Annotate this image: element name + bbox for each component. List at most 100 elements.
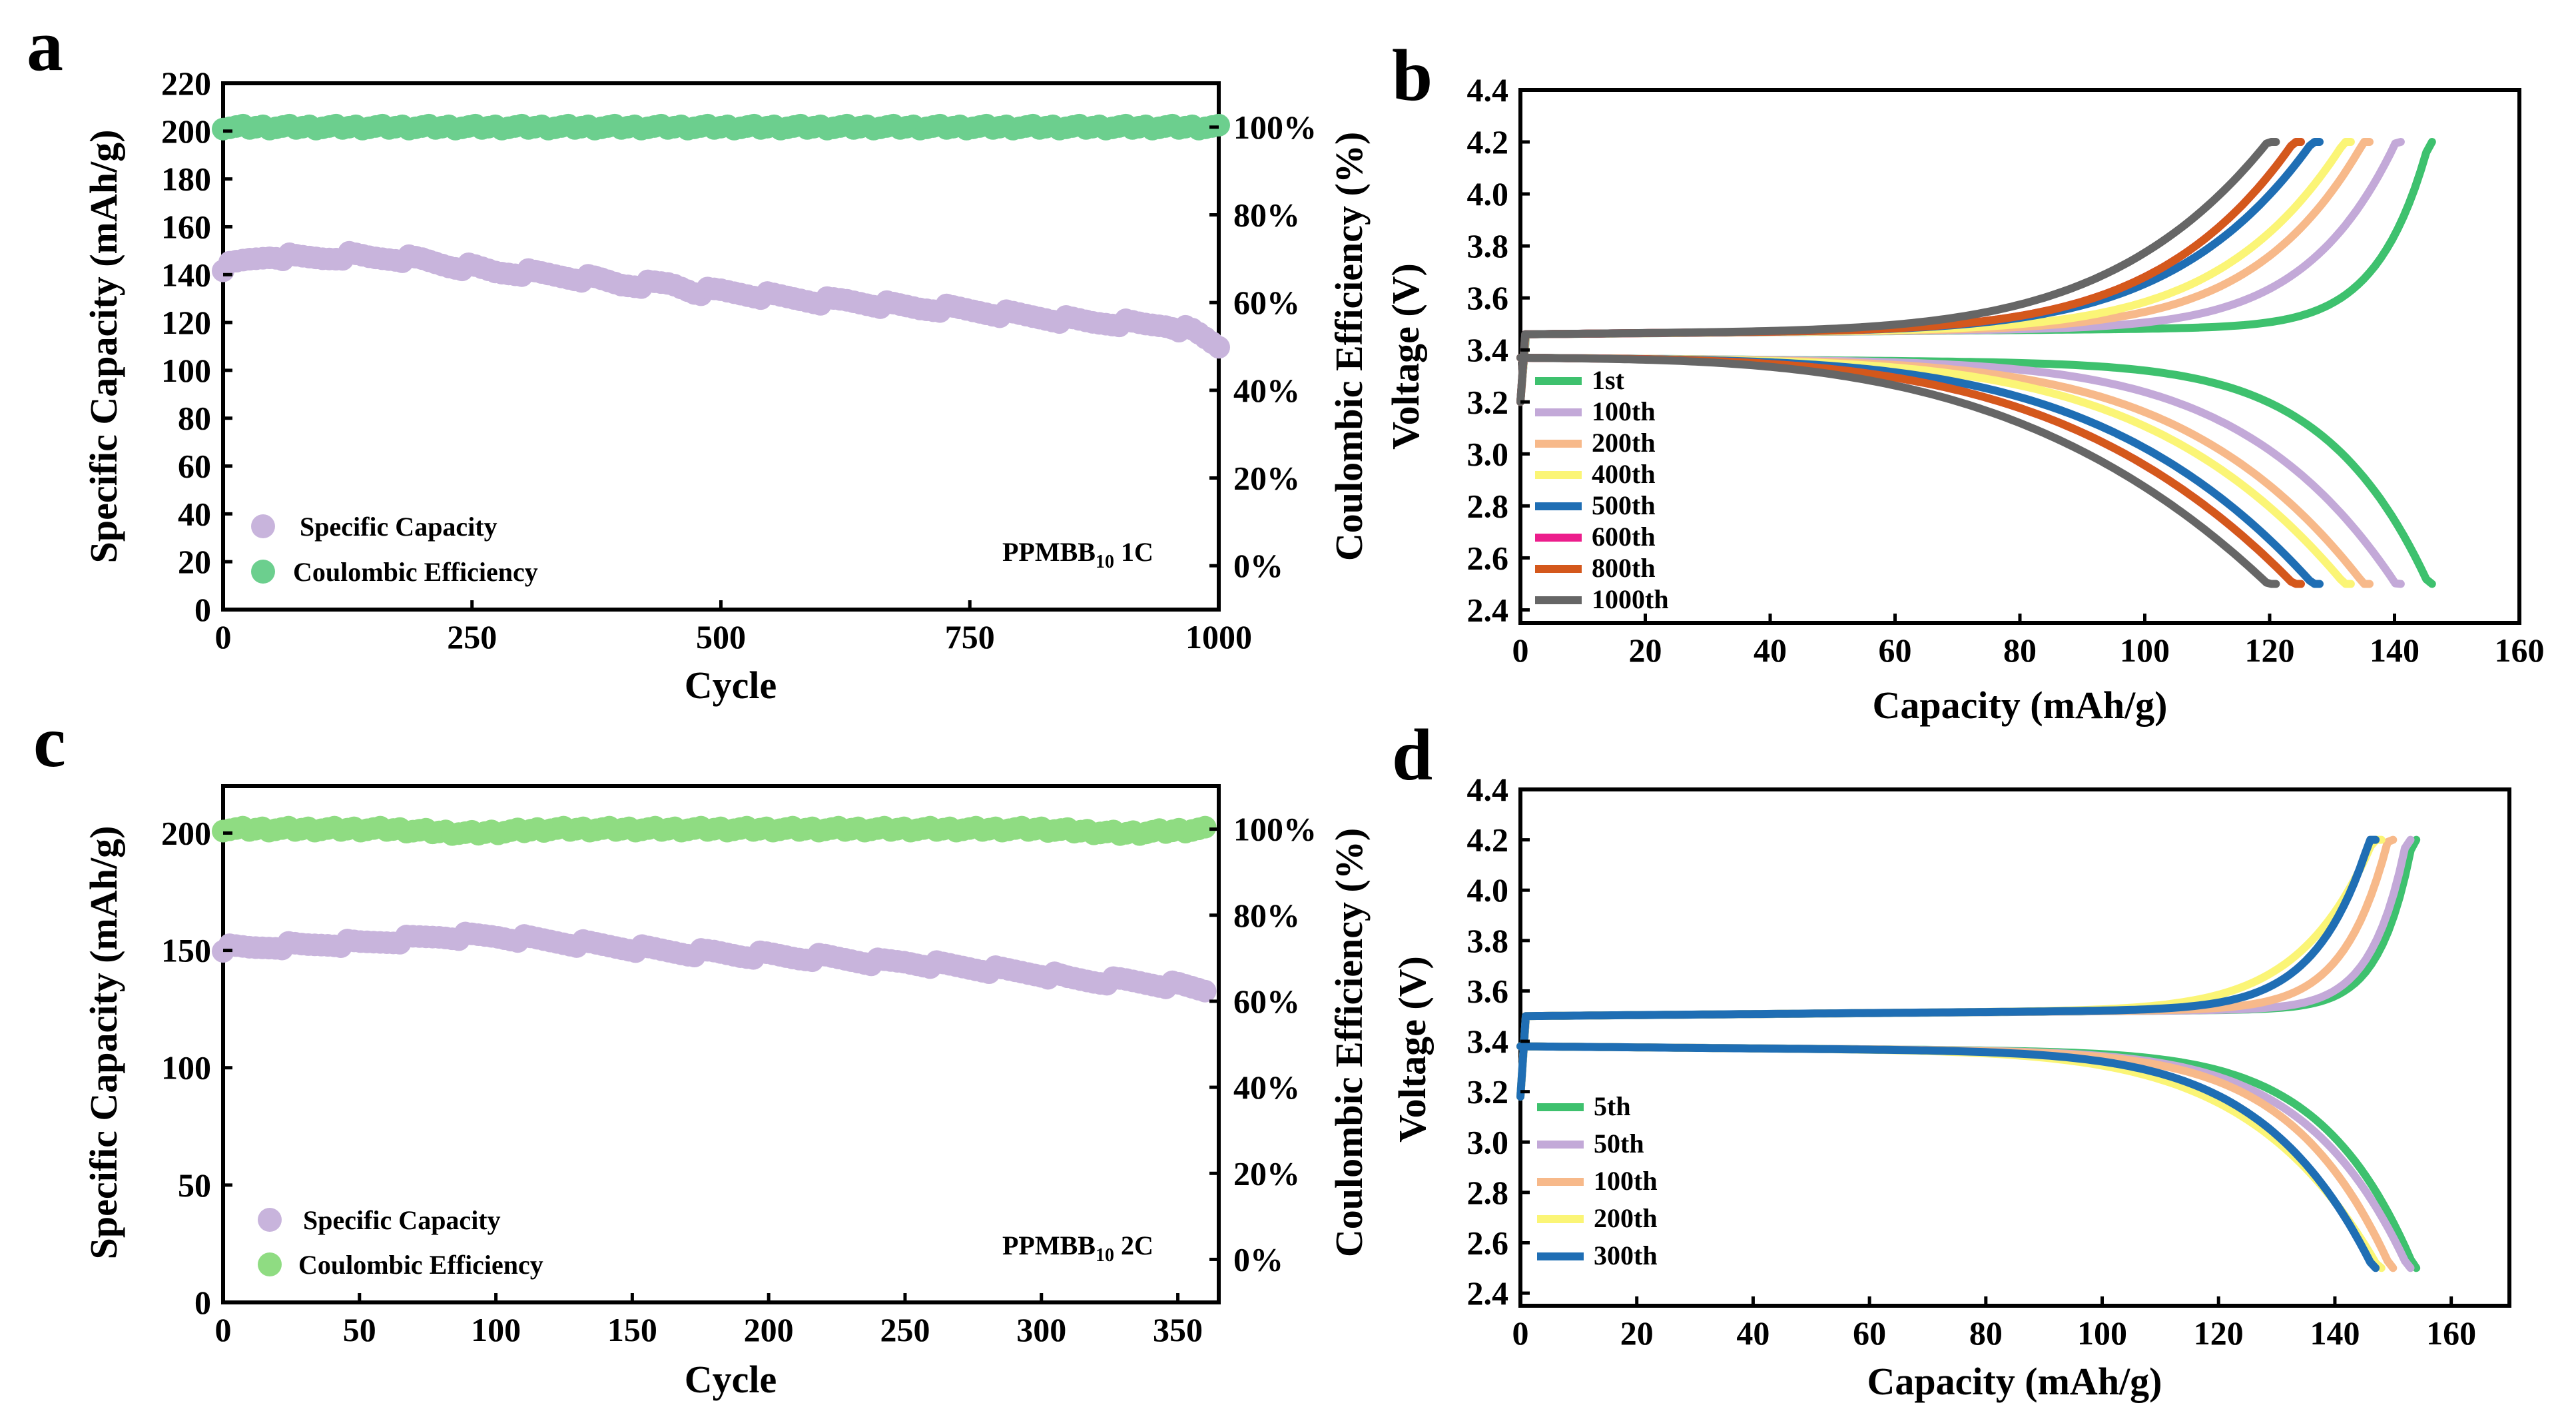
y-tick-label: 120 <box>161 304 211 341</box>
x-tick-label: 200 <box>744 1311 794 1348</box>
x-tick-label: 160 <box>2426 1314 2476 1352</box>
y-tick-label: 220 <box>161 65 211 102</box>
y2-tick-label: 100% <box>1233 811 1317 848</box>
panel-c-capacity-points <box>212 921 1217 1003</box>
y-tick-label: 2.6 <box>1467 539 1509 576</box>
y-tick-label: 2.4 <box>1467 591 1509 628</box>
panel-a-ticks: 0 250 500 750 1000 0 20 40 60 80 100 120 140 160 180 20… <box>161 65 1317 656</box>
x-tick-label: 250 <box>880 1311 930 1348</box>
panel-a-y2-axis-title: Coulombic Efficiency (%) <box>1327 132 1371 561</box>
x-tick-label: 50 <box>343 1311 376 1348</box>
panel-letter-a: a <box>27 5 63 86</box>
legend-label: 100th <box>1594 1166 1658 1196</box>
legend-label: 800th <box>1592 553 1656 583</box>
charge-curve <box>1516 138 2280 406</box>
annotation-rate: 2C <box>1114 1230 1153 1260</box>
x-tick-label: 0 <box>215 618 232 656</box>
x-tick-label: 120 <box>2245 632 2295 669</box>
x-tick-label: 80 <box>2003 632 2037 669</box>
discharge-curve <box>1516 1042 2380 1272</box>
panel-d-chart: 0 20 40 60 80 100 120 140 160 2.4 2.6 2.8 3.0 3.2 3.4 3… <box>1391 771 2511 1403</box>
panel-b-ticks: 0 20 40 60 80 100 120 140 160 2.4 2.6 2.8 3.0 3.2 3.4 3… <box>1467 71 2545 669</box>
panel-d-ticks: 0 20 40 60 80 100 120 140 160 2.4 2.6 2.8 3.0 3.2 3.4 3… <box>1467 771 2477 1352</box>
y2-tick-label: 60% <box>1233 284 1300 321</box>
panel-a-legend: Specific Capacity Coulombic Efficiency <box>251 512 538 587</box>
y-tick-label: 3.0 <box>1467 1123 1509 1161</box>
panel-c-efficiency-points <box>212 815 1217 846</box>
x-tick-label: 160 <box>2495 632 2545 669</box>
panel-d-curves <box>1516 835 2421 1272</box>
y-tick-label: 140 <box>161 256 211 293</box>
discharge-curve <box>1516 1042 2398 1272</box>
y2-tick-label: 80% <box>1233 897 1300 934</box>
x-tick-label: 350 <box>1153 1311 1203 1348</box>
y-tick-label: 3.8 <box>1467 922 1509 959</box>
x-tick-label: 40 <box>1754 632 1787 669</box>
y-tick-label: 80 <box>178 400 211 437</box>
panel-a-x-axis-title: Cycle <box>685 664 777 707</box>
x-tick-label: 140 <box>2310 1314 2360 1352</box>
panel-c-x-axis-title: Cycle <box>685 1358 777 1401</box>
legend-label: 1000th <box>1592 584 1669 614</box>
y-tick-label: 4.0 <box>1467 871 1509 909</box>
y-tick-label: 200 <box>161 814 211 851</box>
y-tick-label: 2.8 <box>1467 1174 1509 1211</box>
y-tick-label: 4.4 <box>1467 71 1509 109</box>
y2-tick-label: 0% <box>1233 547 1283 584</box>
legend-capacity-label: Specific Capacity <box>300 512 497 542</box>
x-tick-label: 100 <box>471 1311 521 1348</box>
x-tick-label: 500 <box>696 618 746 656</box>
y-tick-label: 200 <box>161 113 211 150</box>
y-tick-label: 4.2 <box>1467 123 1509 161</box>
legend-label: 300th <box>1594 1240 1658 1270</box>
y-tick-label: 160 <box>161 208 211 245</box>
legend-capacity-marker <box>251 514 275 538</box>
y2-tick-label: 20% <box>1233 460 1300 497</box>
panel-d-x-axis-title: Capacity (mAh/g) <box>1867 1360 2162 1403</box>
y2-tick-label: 20% <box>1233 1155 1300 1192</box>
y-tick-label: 2.8 <box>1467 487 1509 524</box>
legend-label: 100th <box>1592 396 1656 426</box>
y-tick-label: 4.2 <box>1467 821 1509 859</box>
annotation-subscript: 10 <box>1096 1245 1114 1266</box>
panel-a-chart: 0 250 500 750 1000 0 20 40 60 80 100 120 140 160 180 20… <box>82 65 1371 707</box>
capacity-point <box>1193 979 1217 1003</box>
x-tick-label: 250 <box>447 618 497 656</box>
legend-capacity-marker <box>258 1208 282 1232</box>
y-tick-label: 3.8 <box>1467 227 1509 264</box>
y-tick-label: 0 <box>194 591 211 628</box>
efficiency-point <box>1193 815 1217 839</box>
y-tick-label: 3.2 <box>1467 1073 1509 1111</box>
legend-label: 1st <box>1592 365 1625 395</box>
x-tick-label: 80 <box>1969 1314 2003 1352</box>
y-tick-label: 3.6 <box>1467 279 1509 316</box>
x-tick-label: 60 <box>1853 1314 1886 1352</box>
efficiency-point <box>1207 113 1230 137</box>
y-tick-label: 150 <box>161 932 211 969</box>
y-tick-label: 60 <box>178 448 211 485</box>
x-tick-label: 20 <box>1620 1314 1654 1352</box>
y-tick-label: 3.2 <box>1467 383 1509 420</box>
charge-curve <box>1516 835 2398 1101</box>
y-tick-label: 3.4 <box>1467 331 1509 368</box>
panel-d-legend: 5th 50th 100th 200th 300th <box>1537 1091 1658 1270</box>
y-tick-label: 2.4 <box>1467 1274 1509 1312</box>
panel-b-chart: 0 20 40 60 80 100 120 140 160 2.4 2.6 2.8 3.0 3.2 3.4 3… <box>1384 71 2545 727</box>
annotation-rate: 1C <box>1114 537 1153 567</box>
y2-tick-label: 40% <box>1233 1069 1300 1106</box>
y-tick-label: 4.4 <box>1467 771 1509 808</box>
legend-label: 600th <box>1592 522 1656 552</box>
annotation-subscript: 10 <box>1096 552 1114 572</box>
y-tick-label: 3.0 <box>1467 435 1509 472</box>
x-tick-label: 140 <box>2370 632 2419 669</box>
x-tick-label: 100 <box>2120 632 2170 669</box>
panel-c-legend: Specific Capacity Coulombic Efficiency <box>258 1205 543 1280</box>
panel-a-y-axis-title: Specific Capacity (mAh/g) <box>82 130 125 564</box>
y-tick-label: 100 <box>161 1049 211 1087</box>
y-tick-label: 20 <box>178 543 211 580</box>
panel-b-curves <box>1516 138 2436 588</box>
panel-c-annotation: PPMBB10 2C <box>1002 1230 1153 1266</box>
legend-efficiency-marker <box>258 1252 282 1276</box>
